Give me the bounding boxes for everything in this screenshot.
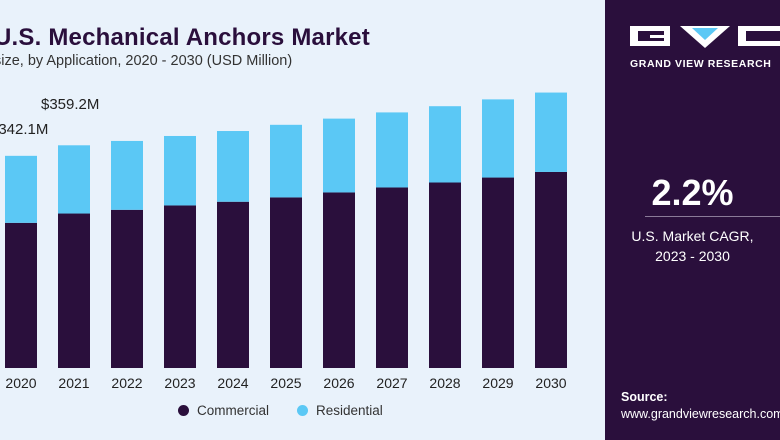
commercial-swatch [178, 405, 189, 416]
data-label-2021: $359.2M [41, 96, 100, 113]
x-tick-label: 2028 [429, 375, 460, 391]
bar-commercial-2025 [270, 197, 302, 368]
stat-panel [605, 0, 780, 440]
cagr-label-line1: U.S. Market CAGR, [631, 228, 754, 244]
x-tick-label: 2027 [376, 375, 407, 391]
cagr-label: U.S. Market CAGR, 2023 - 2030 [605, 226, 780, 266]
x-tick-label: 2025 [270, 375, 301, 391]
bar-residential-2020 [5, 155, 37, 223]
bar-commercial-2023 [164, 205, 196, 368]
bar-commercial-2022 [111, 209, 143, 368]
x-tick-label: 2024 [217, 375, 248, 391]
source-label: Source: [621, 390, 668, 404]
x-tick-label: 2022 [111, 375, 142, 391]
divider [645, 216, 780, 217]
x-tick-label: 2023 [164, 375, 195, 391]
bar-commercial-2027 [376, 187, 408, 368]
legend-item-commercial: Commercial [178, 403, 269, 418]
bar-residential-2023 [164, 135, 196, 206]
data-label-2020: $342.1M [0, 121, 49, 138]
x-tick-label: 2030 [535, 375, 566, 391]
bar-residential-2021 [58, 145, 90, 214]
bar-commercial-2029 [482, 177, 514, 368]
bar-residential-2025 [270, 124, 302, 198]
legend-item-residential: Residential [297, 403, 383, 418]
chart-subtitle: size, by Application, 2020 - 2030 (USD M… [0, 53, 293, 69]
chart-legend: Commercial Residential [178, 403, 411, 418]
grand-view-research-logo [630, 26, 780, 48]
bar-residential-2024 [217, 131, 249, 202]
bar-residential-2028 [429, 106, 461, 183]
bar-commercial-2021 [58, 213, 90, 368]
x-tick-label: 2029 [482, 375, 513, 391]
x-tick-label: 2026 [323, 375, 354, 391]
bar-commercial-2028 [429, 182, 461, 368]
source-url[interactable]: www.grandviewresearch.com [621, 407, 780, 421]
cagr-value: 2.2% [651, 172, 734, 213]
bar-commercial-2026 [323, 192, 355, 368]
bar-residential-2027 [376, 112, 408, 188]
brand-name: GRAND VIEW RESEARCH [630, 58, 772, 70]
legend-label-commercial: Commercial [197, 403, 270, 418]
bar-commercial-2024 [217, 201, 249, 368]
bar-commercial-2030 [535, 171, 567, 368]
bar-residential-2030 [535, 92, 567, 172]
bar-residential-2029 [482, 99, 514, 178]
bar-commercial-2020 [5, 222, 37, 368]
bar-chart: 2020 2021 2022 2023 2024 2025 2026 2027 2028 2029… [5, 92, 567, 391]
cagr-label-line2: 2023 - 2030 [655, 248, 730, 264]
chart-title: U.S. Mechanical Anchors Market [0, 24, 370, 51]
bar-residential-2022 [111, 140, 143, 210]
x-tick-label: 2021 [58, 375, 89, 391]
legend-label-residential: Residential [316, 403, 383, 418]
residential-swatch [297, 405, 309, 416]
x-tick-label: 2020 [5, 375, 36, 391]
bar-residential-2026 [323, 118, 355, 193]
